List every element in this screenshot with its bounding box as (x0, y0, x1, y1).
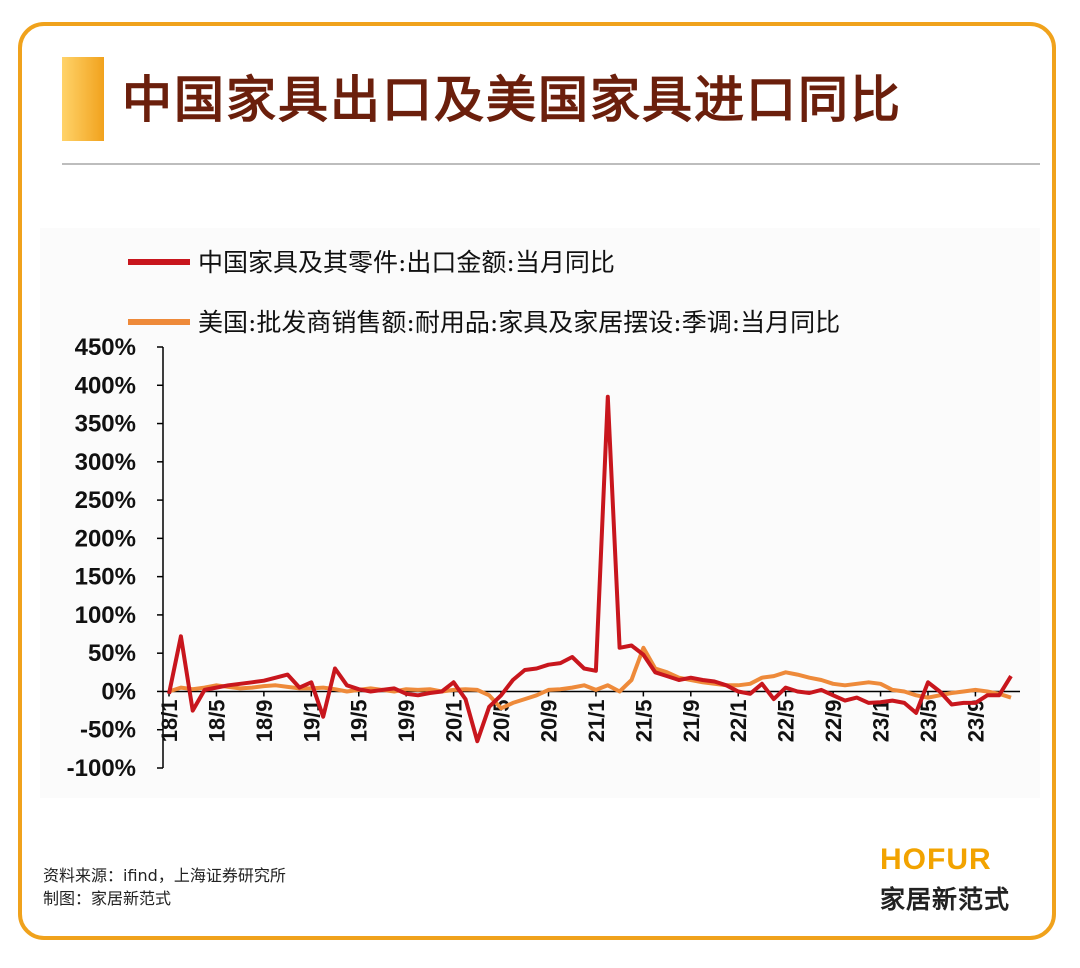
y-tick-label: 300% (75, 449, 136, 476)
x-tick-label: 21/9 (679, 699, 704, 742)
page-title: 中国家具出口及美国家具进口同比 (122, 71, 902, 129)
series-line-china-export (167, 394, 1013, 744)
y-tick-label: 0% (101, 678, 136, 705)
y-tick-label: 400% (75, 372, 136, 399)
x-tick-label: 19/9 (394, 699, 419, 742)
x-tick-label: 18/5 (204, 699, 229, 742)
y-tick-label: 200% (75, 525, 136, 552)
x-tick-label: 22/9 (821, 699, 846, 742)
x-tick-label: 22/1 (726, 699, 751, 742)
x-tick-label: 23/9 (963, 699, 988, 742)
x-tick-label: 23/1 (869, 699, 894, 742)
x-tick-label: 21/1 (584, 699, 609, 742)
title-accent-bar (62, 57, 104, 141)
made-by-note: 制图：家居新范式 (43, 889, 172, 908)
y-tick-label: 250% (75, 487, 136, 514)
x-tick-label: 21/5 (631, 699, 656, 742)
x-tick-label: 22/5 (774, 699, 799, 742)
x-tick-label: 18/1 (157, 699, 182, 742)
x-tick-label: 20/9 (536, 699, 561, 742)
x-tick-label: 19/5 (347, 699, 372, 742)
y-tick-label: 150% (75, 564, 136, 591)
brand-logo-en: HOFUR (880, 843, 992, 876)
y-tick-label: 100% (75, 602, 136, 629)
legend-label: 美国:批发商销售额:耐用品:家具及家居摆设:季调:当月同比 (198, 308, 840, 337)
source-note: 资料来源：ifind，上海证券研究所 (43, 866, 286, 885)
x-tick-label: 20/1 (442, 699, 467, 742)
y-tick-label: 450% (75, 334, 136, 361)
y-tick-label: -50% (80, 717, 136, 744)
y-tick-label: 50% (88, 640, 136, 667)
y-tick-label: 350% (75, 411, 136, 438)
y-tick-label: -100% (67, 755, 136, 782)
series-line-us-import (168, 645, 1012, 711)
title-divider (62, 163, 1040, 165)
legend-label: 中国家具及其零件:出口金额:当月同比 (198, 248, 615, 277)
brand-logo-cn: 家居新范式 (880, 885, 1011, 914)
x-tick-label: 18/9 (252, 699, 277, 742)
